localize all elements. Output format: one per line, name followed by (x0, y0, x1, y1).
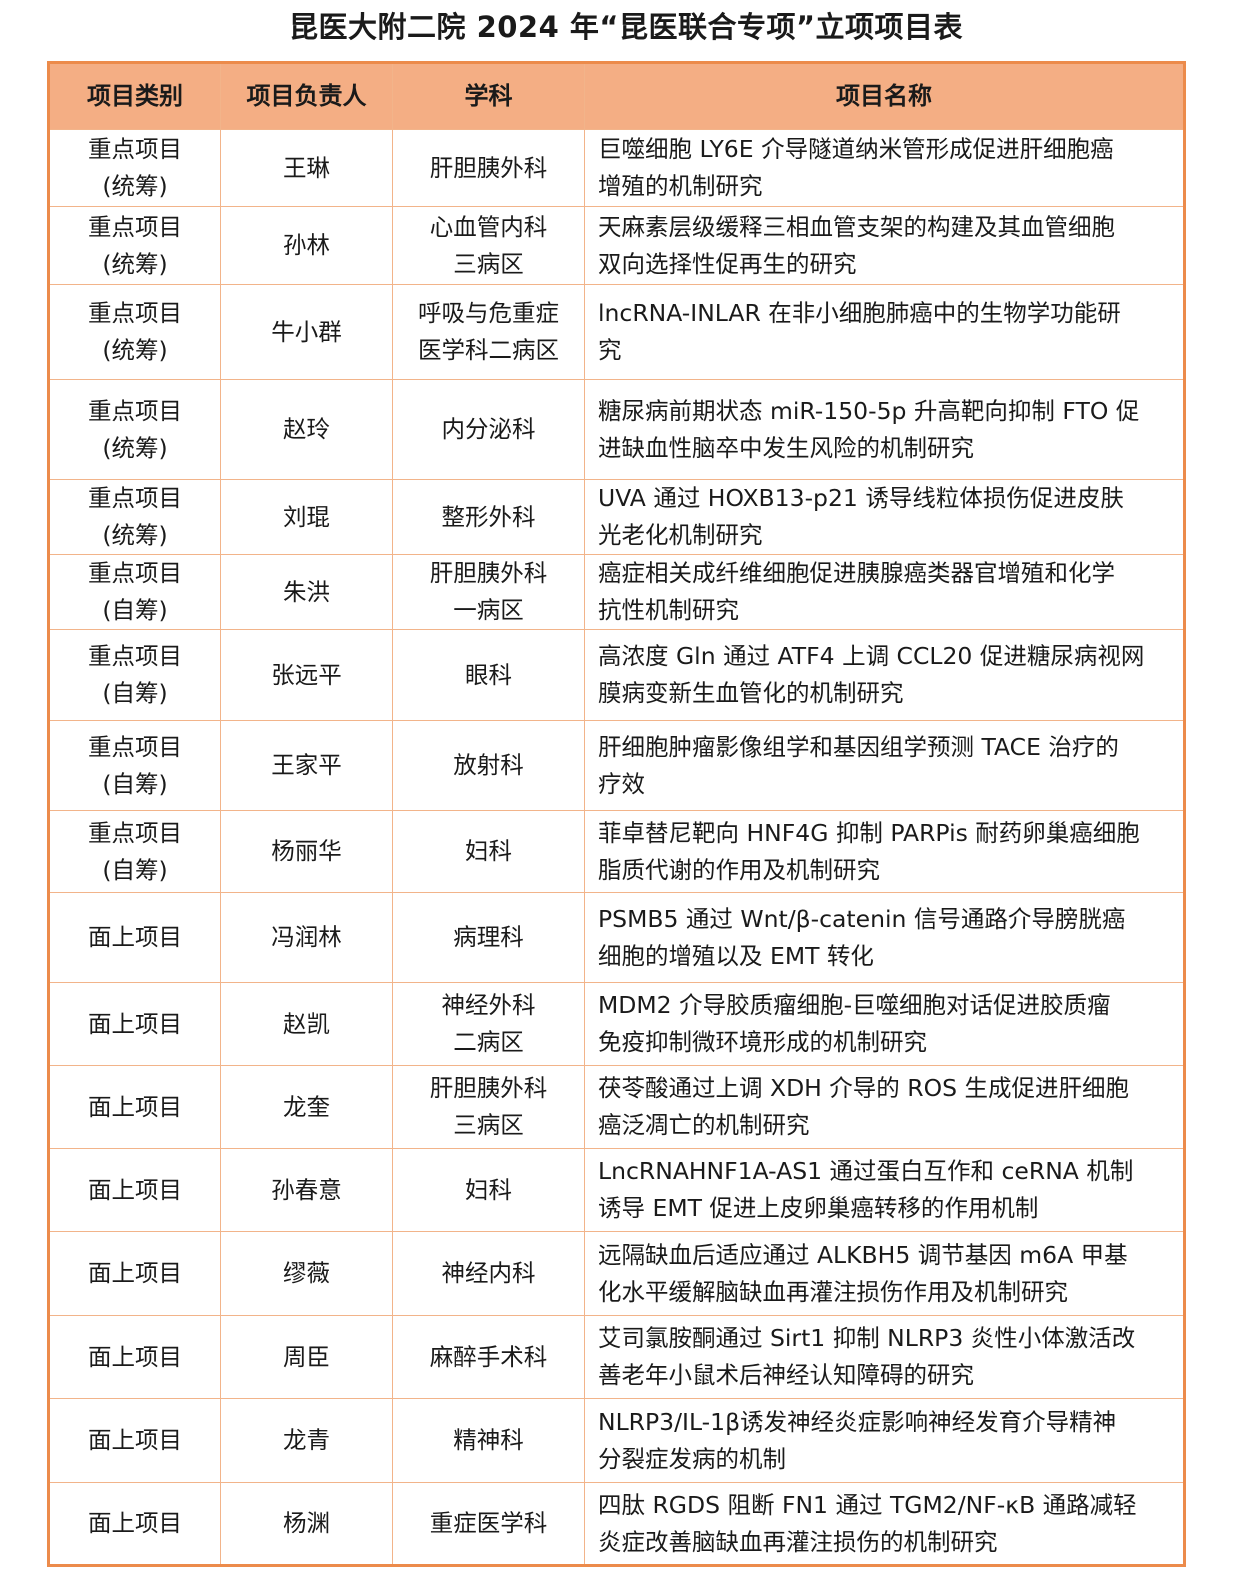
project-name-cell: NLRP3/IL-1β诱发神经炎症影响神经发育介导精神 分裂症发病的机制 (584, 1398, 1185, 1483)
project-name-cell: UVA 通过 HOXB13-p21 诱导线粒体损伤促进皮肤 光老化机制研究 (584, 479, 1185, 555)
table-row: 重点项目 (统筹) 王琳 肝胆胰外科 巨噬细胞 LY6E 介导隧道纳米管形成促进肝细胞… (48, 129, 1185, 207)
department-cell: 眼科 (392, 629, 585, 721)
project-name-cell: PSMB5 通过 Wnt/β-catenin 信号通路介导膀胱癌 细胞的增殖以及… (584, 892, 1185, 983)
table-row: 重点项目 (自筹) 杨丽华 妇科 菲卓替尼靶向 HNF4G 抑制 PARPis 耐药卵… (48, 810, 1185, 893)
category-cell: 重点项目 (自筹) (48, 720, 221, 811)
leader-cell: 冯润林 (220, 892, 393, 983)
table-row: 重点项目 (统筹) 赵玲 内分泌科 糖尿病前期状态 miR-150-5p 升高靶向抑制… (48, 379, 1185, 480)
department-cell: 整形外科 (392, 479, 585, 555)
header-department: 学科 (392, 62, 585, 130)
project-name-cell: 四肽 RGDS 阻断 FN1 通过 TGM2/NF-κB 通路减轻 炎症改善脑缺… (584, 1482, 1185, 1566)
leader-cell: 龙奎 (220, 1065, 393, 1149)
department-cell: 妇科 (392, 1148, 585, 1232)
table-row: 面上项目 周臣 麻醉手术科 艾司氯胺酮通过 Sirt1 抑制 NLRP3 炎性小体激活… (48, 1315, 1185, 1399)
project-name-cell: MDM2 介导胶质瘤细胞-巨噬细胞对话促进胶质瘤 免疫抑制微环境形成的机制研究 (584, 982, 1185, 1066)
project-name-cell: 巨噬细胞 LY6E 介导隧道纳米管形成促进肝细胞癌 增殖的机制研究 (584, 129, 1185, 207)
header-category: 项目类别 (48, 62, 221, 130)
leader-cell: 王家平 (220, 720, 393, 811)
project-name-cell: lncRNA-INLAR 在非小细胞肺癌中的生物学功能研 究 (584, 284, 1185, 380)
table-row: 重点项目 (自筹) 王家平 放射科 肝细胞肿瘤影像组学和基因组学预测 TACE 治疗的… (48, 720, 1185, 811)
leader-cell: 张远平 (220, 629, 393, 721)
table-header-row: 项目类别 项目负责人 学科 项目名称 (48, 62, 1185, 130)
leader-cell: 杨渊 (220, 1482, 393, 1566)
leader-cell: 缪薇 (220, 1231, 393, 1316)
category-cell: 重点项目 (自筹) (48, 554, 221, 630)
category-cell: 面上项目 (48, 1231, 221, 1316)
category-cell: 面上项目 (48, 892, 221, 983)
department-cell: 呼吸与危重症 医学科二病区 (392, 284, 585, 380)
department-cell: 神经内科 (392, 1231, 585, 1316)
table-row: 重点项目 (统筹) 孙林 心血管内科 三病区 天麻素层级缓释三相血管支架的构建及其血管… (48, 206, 1185, 285)
project-name-cell: 茯苓酸通过上调 XDH 介导的 ROS 生成促进肝细胞 癌泛凋亡的机制研究 (584, 1065, 1185, 1149)
table-row: 面上项目 缪薇 神经内科 远隔缺血后适应通过 ALKBH5 调节基因 m6A 甲基 化… (48, 1231, 1185, 1316)
leader-cell: 周臣 (220, 1315, 393, 1399)
category-cell: 重点项目 (统筹) (48, 129, 221, 207)
leader-cell: 孙林 (220, 206, 393, 285)
department-cell: 肝胆胰外科 三病区 (392, 1065, 585, 1149)
project-name-cell: 高浓度 Gln 通过 ATF4 上调 CCL20 促进糖尿病视网 膜病变新生血管… (584, 629, 1185, 721)
table-row: 重点项目 (自筹) 朱洪 肝胆胰外科 一病区 癌症相关成纤维细胞促进胰腺癌类器官增殖和… (48, 554, 1185, 630)
project-table: 项目类别 项目负责人 学科 项目名称 重点项目 (统筹) 王琳 肝胆胰外科 巨噬细胞 … (47, 61, 1186, 1567)
department-cell: 神经外科 二病区 (392, 982, 585, 1066)
department-cell: 病理科 (392, 892, 585, 983)
department-cell: 心血管内科 三病区 (392, 206, 585, 285)
leader-cell: 杨丽华 (220, 810, 393, 893)
department-cell: 妇科 (392, 810, 585, 893)
leader-cell: 龙青 (220, 1398, 393, 1483)
leader-cell: 王琳 (220, 129, 393, 207)
project-name-cell: 肝细胞肿瘤影像组学和基因组学预测 TACE 治疗的 疗效 (584, 720, 1185, 811)
project-name-cell: 菲卓替尼靶向 HNF4G 抑制 PARPis 耐药卵巢癌细胞 脂质代谢的作用及机… (584, 810, 1185, 893)
leader-cell: 牛小群 (220, 284, 393, 380)
table-row: 重点项目 (统筹) 刘琨 整形外科 UVA 通过 HOXB13-p21 诱导线粒体损伤… (48, 479, 1185, 555)
category-cell: 面上项目 (48, 1482, 221, 1566)
table-row: 面上项目 赵凯 神经外科 二病区 MDM2 介导胶质瘤细胞-巨噬细胞对话促进胶质瘤 免… (48, 982, 1185, 1066)
leader-cell: 朱洪 (220, 554, 393, 630)
category-cell: 重点项目 (自筹) (48, 629, 221, 721)
project-name-cell: 癌症相关成纤维细胞促进胰腺癌类器官增殖和化学 抗性机制研究 (584, 554, 1185, 630)
page-title: 昆医大附二院 2024 年“昆医联合专项”立项项目表 (288, 10, 964, 44)
department-cell: 肝胆胰外科 一病区 (392, 554, 585, 630)
category-cell: 重点项目 (自筹) (48, 810, 221, 893)
category-cell: 面上项目 (48, 1065, 221, 1149)
project-name-cell: 艾司氯胺酮通过 Sirt1 抑制 NLRP3 炎性小体激活改 善老年小鼠术后神经… (584, 1315, 1185, 1399)
table-row: 面上项目 杨渊 重症医学科 四肽 RGDS 阻断 FN1 通过 TGM2/NF-κB … (48, 1482, 1185, 1566)
category-cell: 面上项目 (48, 982, 221, 1066)
table-row: 面上项目 龙青 精神科 NLRP3/IL-1β诱发神经炎症影响神经发育介导精神 分裂症… (48, 1398, 1185, 1483)
project-name-cell: LncRNAHNF1A-AS1 通过蛋白互作和 ceRNA 机制 诱导 EMT … (584, 1148, 1185, 1232)
table-row: 面上项目 龙奎 肝胆胰外科 三病区 茯苓酸通过上调 XDH 介导的 ROS 生成促进肝… (48, 1065, 1185, 1149)
table-row: 面上项目 孙春意 妇科 LncRNAHNF1A-AS1 通过蛋白互作和 ceRNA 机… (48, 1148, 1185, 1232)
table-row: 重点项目 (自筹) 张远平 眼科 高浓度 Gln 通过 ATF4 上调 CCL20 促… (48, 629, 1185, 721)
category-cell: 面上项目 (48, 1315, 221, 1399)
category-cell: 重点项目 (统筹) (48, 379, 221, 480)
header-project-name: 项目名称 (584, 62, 1185, 130)
department-cell: 肝胆胰外科 (392, 129, 585, 207)
table-row: 面上项目 冯润林 病理科 PSMB5 通过 Wnt/β-catenin 信号通路介导膀… (48, 892, 1185, 983)
leader-cell: 刘琨 (220, 479, 393, 555)
table-row: 重点项目 (统筹) 牛小群 呼吸与危重症 医学科二病区 lncRNA-INLAR 在非… (48, 284, 1185, 380)
leader-cell: 赵玲 (220, 379, 393, 480)
category-cell: 面上项目 (48, 1148, 221, 1232)
leader-cell: 赵凯 (220, 982, 393, 1066)
project-name-cell: 天麻素层级缓释三相血管支架的构建及其血管细胞 双向选择性促再生的研究 (584, 206, 1185, 285)
project-name-cell: 糖尿病前期状态 miR-150-5p 升高靶向抑制 FTO 促 进缺血性脑卒中发… (584, 379, 1185, 480)
category-cell: 重点项目 (统筹) (48, 206, 221, 285)
department-cell: 麻醉手术科 (392, 1315, 585, 1399)
leader-cell: 孙春意 (220, 1148, 393, 1232)
category-cell: 重点项目 (统筹) (48, 479, 221, 555)
department-cell: 内分泌科 (392, 379, 585, 480)
category-cell: 面上项目 (48, 1398, 221, 1483)
department-cell: 放射科 (392, 720, 585, 811)
category-cell: 重点项目 (统筹) (48, 284, 221, 380)
project-name-cell: 远隔缺血后适应通过 ALKBH5 调节基因 m6A 甲基 化水平缓解脑缺血再灌注… (584, 1231, 1185, 1316)
department-cell: 精神科 (392, 1398, 585, 1483)
header-leader: 项目负责人 (220, 62, 393, 130)
department-cell: 重症医学科 (392, 1482, 585, 1566)
